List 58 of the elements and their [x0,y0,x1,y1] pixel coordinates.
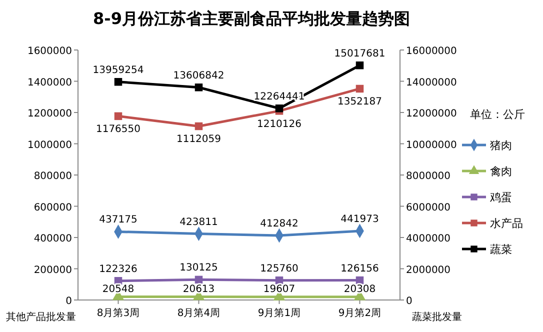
y2-tick-label: 4000000 [406,234,451,244]
y2-tick-label: 10000000 [406,140,457,151]
y-tick-label: 1200000 [27,108,72,120]
data-label: 1112059 [176,134,222,146]
legend-label: 水产品 [490,217,523,230]
x-axis-title: 其他产品批发量 [6,311,76,323]
y2-tick-label: 0 [406,296,412,307]
data-label: 15017681 [334,48,386,60]
x-tick-label: 8月第4周 [177,307,220,319]
x-tick-label: 8月第3周 [96,307,140,319]
data-label: 13959254 [92,64,144,76]
y-tick-label: 1600000 [27,46,72,57]
x-tick-label: 9月第1周 [258,307,301,319]
data-label: 437175 [99,214,138,226]
y2-tick-label: 8000000 [406,171,451,182]
legend-label: 猪肉 [490,139,512,152]
y2-tick-label: 16000000 [406,46,457,57]
y-tick-label: 800000 [34,171,72,182]
data-label: 1210126 [256,118,302,130]
y-tick-label: 400000 [34,234,72,244]
y-tick-label: 0 [66,296,72,307]
legend-label: 鸡蛋 [489,191,512,204]
chart-title: 8-9月份江苏省主要副食品平均批发量趋势图 [93,9,410,28]
y-tick-label: 200000 [34,264,72,276]
legend-label: 禽肉 [490,165,512,178]
data-label: 20613 [182,284,215,295]
data-label: 122326 [99,264,138,275]
data-label: 20308 [344,284,376,295]
data-label: 1176550 [96,124,141,136]
data-label: 20548 [102,284,134,295]
y-tick-label: 1400000 [27,77,72,88]
data-label: 423811 [180,216,218,228]
y2-tick-label: 12000000 [406,108,457,120]
y2-tick-label: 2000000 [406,264,451,276]
point [194,84,203,92]
x-tick-label: 9月第2周 [338,307,382,319]
point [356,61,364,70]
data-label: 1352187 [337,96,382,108]
legend-label: 蔬菜 [490,243,512,256]
data-label: 412842 [260,218,298,230]
y-tick-label: 600000 [34,202,72,214]
data-label: 130125 [180,262,218,274]
y2-axis-title: 蔬菜批发量 [412,311,462,323]
point [114,78,122,86]
data-label: 441973 [340,214,379,225]
data-label: 126156 [340,263,379,274]
y-tick-label: 1000000 [27,140,72,151]
point [275,104,284,112]
data-label: 19607 [263,284,296,295]
point [194,122,203,130]
text: 单位：公斤 [470,108,525,121]
data-label: 125760 [260,263,298,274]
data-label: 13606842 [173,70,224,82]
point [194,276,203,284]
y2-tick-label: 14000000 [406,77,457,88]
point [114,112,122,120]
point [356,84,364,93]
y2-tick-label: 6000000 [406,202,451,214]
